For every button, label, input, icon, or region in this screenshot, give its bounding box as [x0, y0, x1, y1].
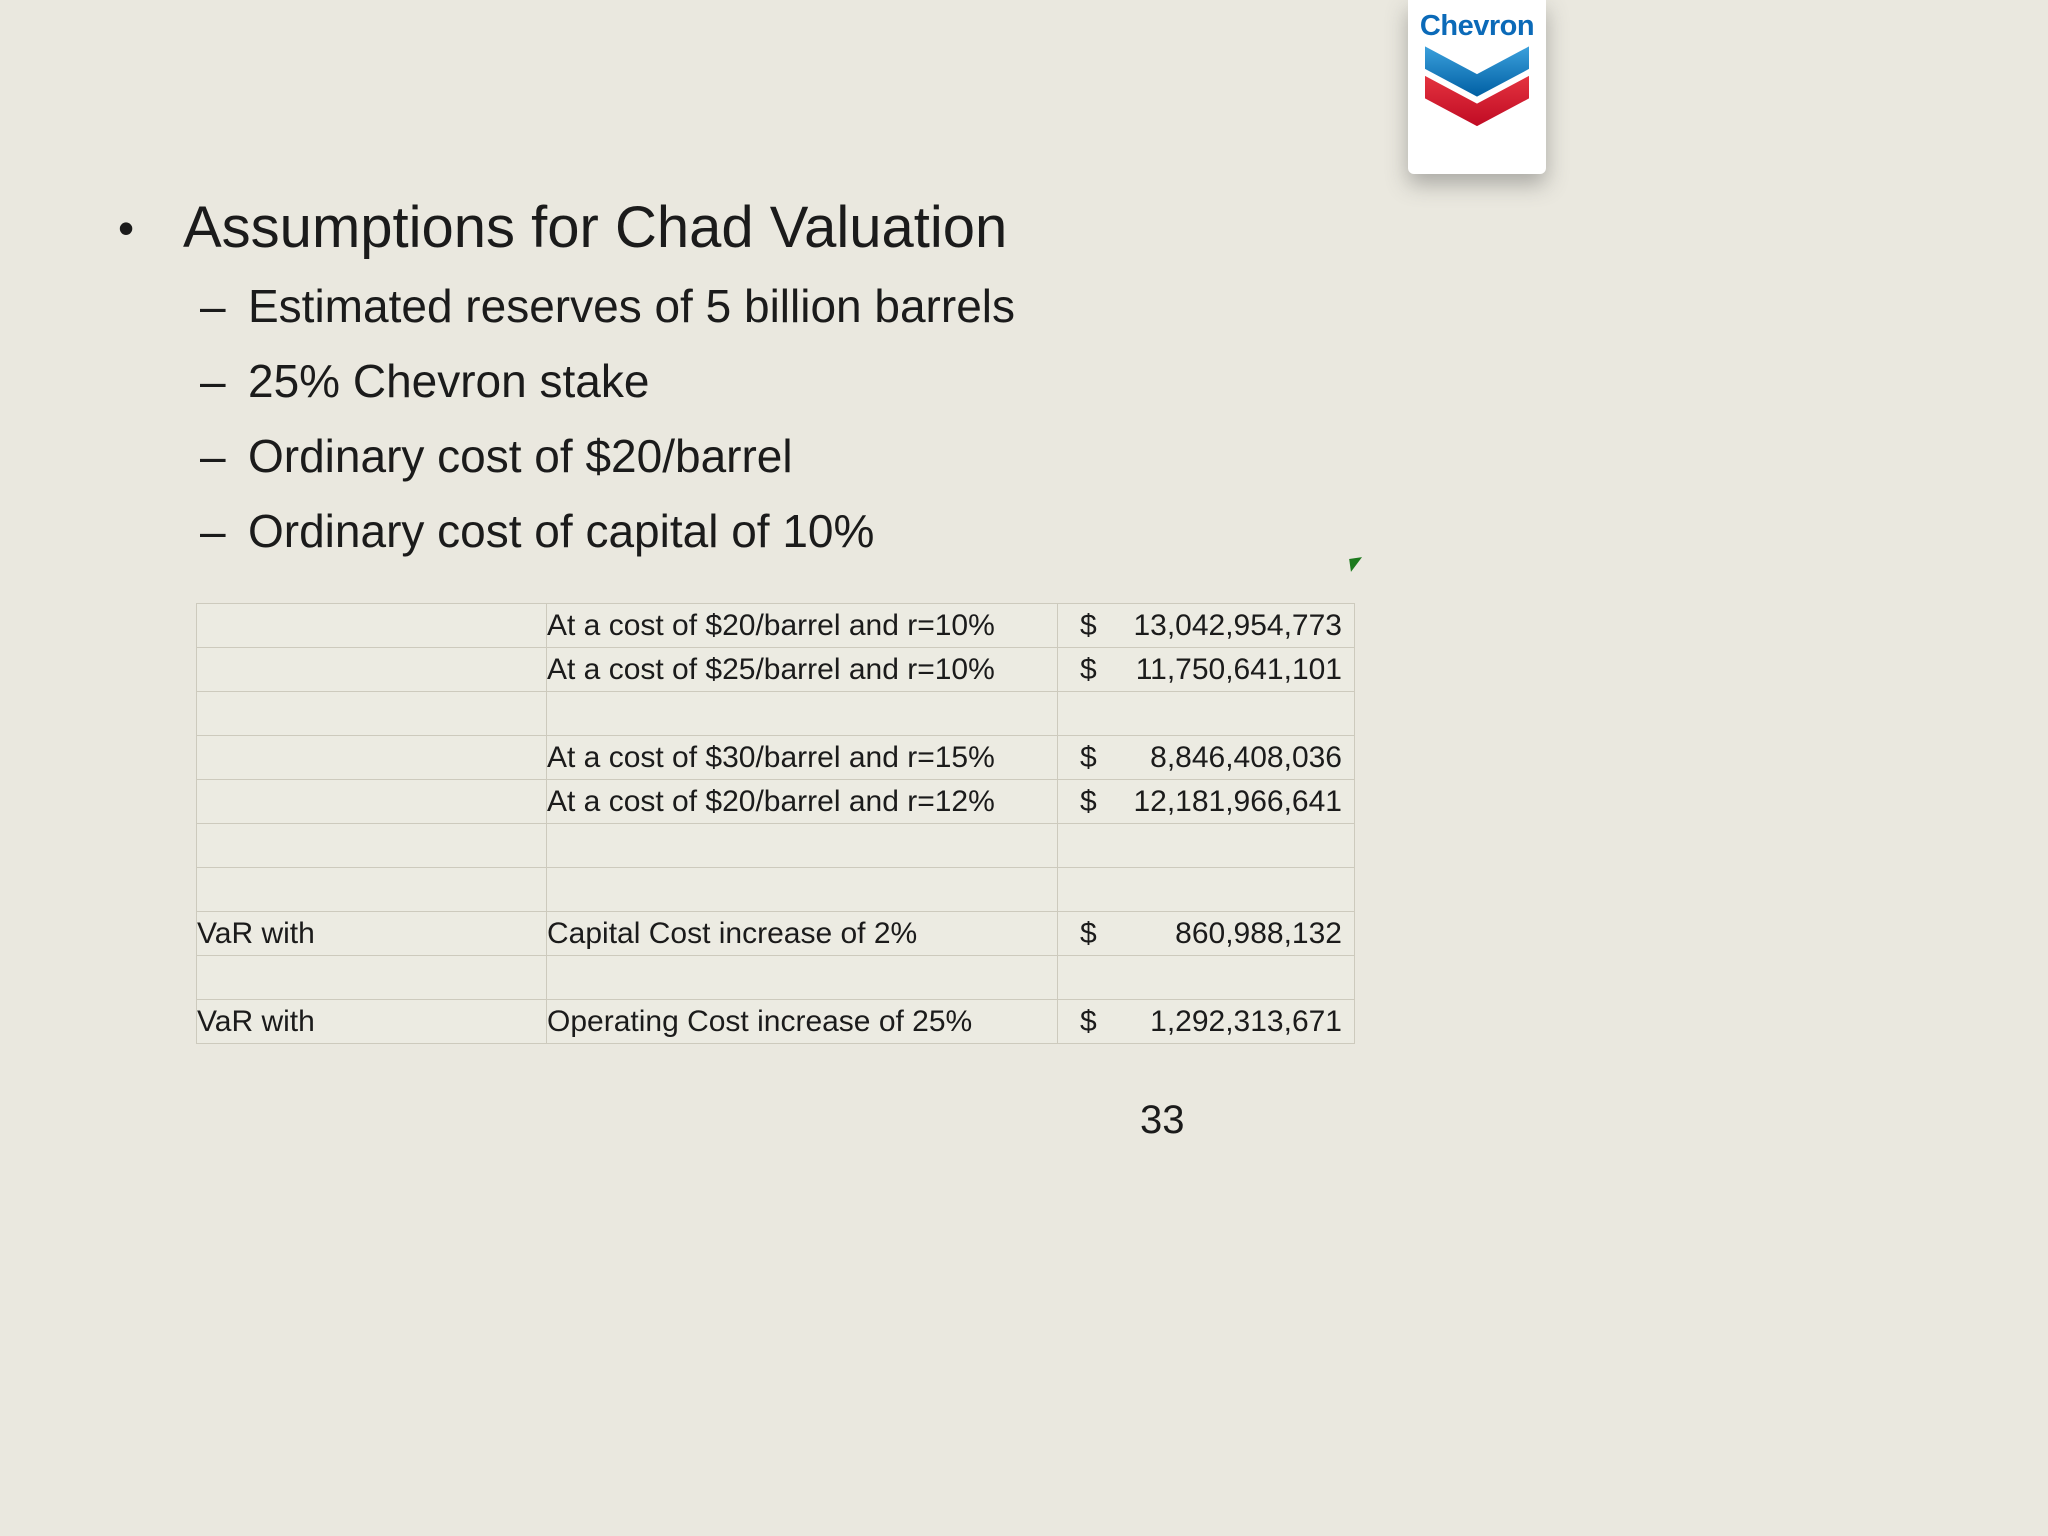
bullet-text: Ordinary cost of $20/barrel [248, 429, 793, 482]
bullet-item: – Ordinary cost of $20/barrel [200, 418, 1015, 493]
row-amount: $8,846,408,036 [1057, 735, 1355, 780]
table-row: At a cost of $20/barrel and r=12% $12,18… [196, 779, 1355, 824]
chevron-wordmark: Chevron [1419, 10, 1535, 42]
bullet-text: 25% Chevron stake [248, 354, 650, 407]
bullet-item: – Ordinary cost of capital of 10% [200, 493, 1015, 568]
row-label [196, 647, 547, 692]
row-desc [546, 867, 1058, 912]
table-row: VaR with Operating Cost increase of 25% … [196, 999, 1355, 1044]
currency-symbol: $ [1080, 916, 1097, 950]
chevron-logo: Chevron [1408, 0, 1546, 174]
table-row [196, 955, 1355, 1000]
amount-value: 11,750,641,101 [1135, 652, 1342, 686]
row-amount [1057, 955, 1355, 1000]
currency-symbol: $ [1080, 652, 1097, 686]
bullet-text: Estimated reserves of 5 billion barrels [248, 279, 1015, 332]
bullet-list: – Estimated reserves of 5 billion barrel… [200, 268, 1015, 568]
row-amount [1057, 823, 1355, 868]
dash-marker: – [200, 504, 226, 557]
table-row: At a cost of $20/barrel and r=10% $13,04… [196, 603, 1355, 648]
currency-symbol: $ [1080, 608, 1097, 642]
table-row [196, 691, 1355, 736]
row-label [196, 823, 547, 868]
row-desc: At a cost of $20/barrel and r=10% [546, 603, 1058, 648]
row-amount [1057, 867, 1355, 912]
table-row: VaR with Capital Cost increase of 2% $86… [196, 911, 1355, 956]
row-label [196, 779, 547, 824]
table-row: At a cost of $30/barrel and r=15% $8,846… [196, 735, 1355, 780]
row-desc [546, 955, 1058, 1000]
row-label [196, 735, 547, 780]
dash-marker: – [200, 354, 226, 407]
row-amount [1057, 691, 1355, 736]
row-amount: $12,181,966,641 [1057, 779, 1355, 824]
valuation-table: At a cost of $20/barrel and r=10% $13,04… [196, 603, 1355, 1044]
page-number: 33 [1140, 1098, 1185, 1142]
row-label [196, 603, 547, 648]
amount-value: 860,988,132 [1175, 916, 1342, 950]
currency-symbol: $ [1080, 740, 1097, 774]
row-desc: Capital Cost increase of 2% [546, 911, 1058, 956]
dash-marker: – [200, 279, 226, 332]
row-amount: $13,042,954,773 [1057, 603, 1355, 648]
table-row [196, 867, 1355, 912]
row-amount: $11,750,641,101 [1057, 647, 1355, 692]
amount-value: 8,846,408,036 [1150, 740, 1342, 774]
row-label [196, 867, 547, 912]
row-amount: $1,292,313,671 [1057, 999, 1355, 1044]
row-label [196, 955, 547, 1000]
bullet-item: – Estimated reserves of 5 billion barrel… [200, 268, 1015, 343]
row-label: VaR with [196, 911, 547, 956]
bullet-item: – 25% Chevron stake [200, 343, 1015, 418]
row-desc: At a cost of $25/barrel and r=10% [546, 647, 1058, 692]
amount-value: 13,042,954,773 [1133, 608, 1342, 642]
table-row: At a cost of $25/barrel and r=10% $11,75… [196, 647, 1355, 692]
row-desc: At a cost of $30/barrel and r=15% [546, 735, 1058, 780]
currency-symbol: $ [1080, 1004, 1097, 1038]
bullet-text: Ordinary cost of capital of 10% [248, 504, 875, 557]
row-amount: $860,988,132 [1057, 911, 1355, 956]
row-desc: At a cost of $20/barrel and r=12% [546, 779, 1058, 824]
amount-value: 12,181,966,641 [1133, 784, 1342, 818]
row-desc [546, 823, 1058, 868]
green-flag-marker [1349, 557, 1364, 572]
slide-title-row: • Assumptions for Chad Valuation [118, 190, 1007, 266]
slide-title: Assumptions for Chad Valuation [183, 195, 1008, 260]
chevron-hallmark-icon [1425, 46, 1529, 127]
currency-symbol: $ [1080, 784, 1097, 818]
row-desc: Operating Cost increase of 25% [546, 999, 1058, 1044]
amount-value: 1,292,313,671 [1150, 1004, 1342, 1038]
row-desc [546, 691, 1058, 736]
title-bullet-marker: • [118, 202, 135, 254]
dash-marker: – [200, 429, 226, 482]
row-label [196, 691, 547, 736]
table-row [196, 823, 1355, 868]
row-label: VaR with [196, 999, 547, 1044]
